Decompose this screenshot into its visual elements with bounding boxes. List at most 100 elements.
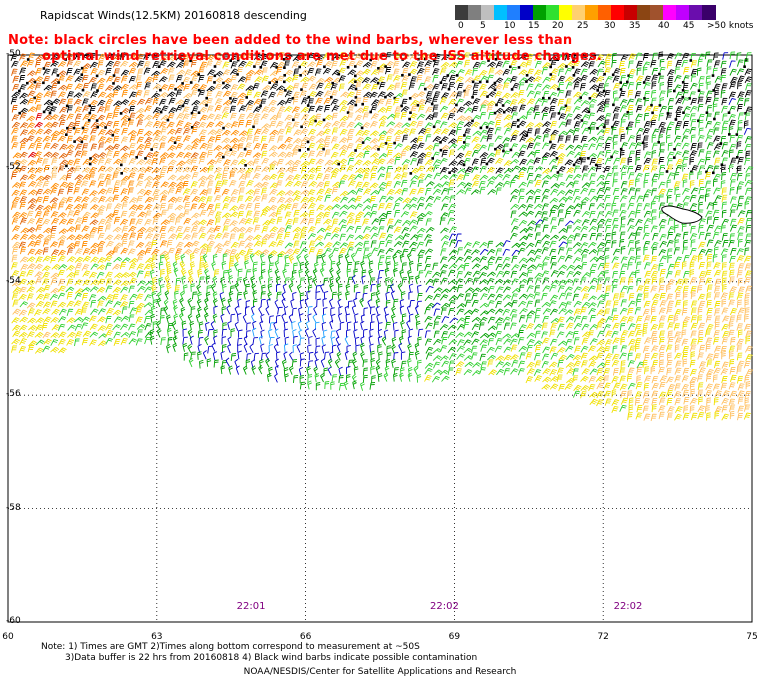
wind-barb xyxy=(706,368,714,376)
wind-barb xyxy=(261,166,270,173)
wind-barb xyxy=(558,340,568,346)
wind-barb xyxy=(106,53,114,60)
wind-barb xyxy=(674,224,679,233)
wind-barb xyxy=(447,331,456,339)
wind-barb xyxy=(386,352,392,361)
wind-barb xyxy=(332,54,342,61)
wind-barb xyxy=(589,84,599,91)
wind-barb xyxy=(596,151,605,159)
wind-barb xyxy=(611,376,619,384)
wind-barb xyxy=(315,138,325,144)
wind-barb xyxy=(464,187,472,195)
wind-barb xyxy=(156,297,162,307)
wind-barb xyxy=(720,89,726,99)
wind-barb xyxy=(417,98,426,106)
wind-barb xyxy=(346,225,355,233)
contamination-marker xyxy=(95,74,99,78)
wind-barb xyxy=(42,196,50,204)
wind-barb xyxy=(207,209,215,217)
wind-barb xyxy=(275,233,283,241)
wind-barb xyxy=(666,397,673,406)
wind-barb xyxy=(314,68,322,76)
wind-barb xyxy=(416,212,426,219)
wind-barb xyxy=(90,279,100,286)
wind-barb xyxy=(347,197,357,204)
wind-barb xyxy=(18,159,28,165)
footnote-line-1: Note: 1) Times are GMT 2)Times along bot… xyxy=(41,642,420,652)
wind-barb xyxy=(330,260,336,270)
wind-barb xyxy=(604,239,612,248)
wind-barb xyxy=(651,67,659,76)
wind-barb xyxy=(690,119,697,127)
contamination-marker xyxy=(189,59,192,63)
wind-barb xyxy=(214,114,222,121)
wind-barb xyxy=(509,179,516,188)
wind-barb xyxy=(611,52,617,61)
contamination-marker xyxy=(556,171,560,174)
wind-barb xyxy=(34,96,42,105)
wind-barb xyxy=(50,152,60,159)
wind-barb xyxy=(526,277,534,285)
wind-barb xyxy=(175,181,185,188)
wind-barb xyxy=(456,345,465,352)
contamination-marker xyxy=(190,126,194,129)
wind-barb xyxy=(41,278,50,286)
wind-barb xyxy=(737,232,744,241)
wind-barb xyxy=(58,153,68,159)
wind-barb xyxy=(369,343,374,353)
wind-barb xyxy=(222,100,232,106)
wind-barb xyxy=(402,53,411,60)
wind-barb xyxy=(42,239,50,247)
wind-barb xyxy=(549,105,556,114)
wind-barb xyxy=(416,300,422,309)
wind-barb xyxy=(744,307,750,316)
wind-barb xyxy=(42,180,50,188)
wind-barb xyxy=(658,344,666,353)
wind-barb xyxy=(518,300,527,308)
wind-barb xyxy=(533,76,542,83)
wind-barb xyxy=(541,234,551,241)
wind-barb xyxy=(736,255,745,263)
wind-barb xyxy=(320,372,325,383)
wind-barb xyxy=(579,83,586,91)
wind-barb xyxy=(35,196,43,204)
wind-barb xyxy=(370,77,379,83)
wind-barb xyxy=(651,375,659,384)
wind-barb xyxy=(175,225,184,233)
wind-barb xyxy=(252,217,260,225)
contamination-marker xyxy=(229,97,232,100)
wind-barb xyxy=(696,67,702,76)
wind-barb xyxy=(456,293,465,300)
wind-barb xyxy=(261,234,271,240)
wind-barb xyxy=(152,321,158,330)
wind-barb xyxy=(596,382,605,390)
wind-barb xyxy=(207,240,215,248)
wind-barb xyxy=(120,323,129,331)
wind-barb xyxy=(204,312,209,323)
wind-barb xyxy=(307,189,316,197)
wind-barb xyxy=(511,165,521,172)
wind-barb xyxy=(526,300,533,308)
wind-barb xyxy=(222,322,227,331)
wind-barb xyxy=(394,135,401,144)
wind-barb xyxy=(250,305,256,315)
contamination-marker xyxy=(166,118,170,122)
wind-barb xyxy=(401,89,408,97)
wind-barb xyxy=(105,179,112,187)
wind-barb xyxy=(580,157,587,165)
wind-barb xyxy=(658,397,666,405)
wind-barb xyxy=(612,270,618,279)
wind-barb xyxy=(635,210,641,218)
wind-barb xyxy=(730,337,736,345)
wind-barb xyxy=(596,255,605,263)
wind-barb xyxy=(385,202,393,210)
wind-barb xyxy=(12,196,21,204)
wind-barb xyxy=(573,77,582,83)
wind-barb xyxy=(565,362,575,368)
wind-barb xyxy=(394,122,403,129)
wind-barb xyxy=(605,316,613,324)
wind-barb xyxy=(112,60,121,68)
wind-barb xyxy=(220,313,225,323)
wind-barb xyxy=(339,105,348,113)
contamination-marker xyxy=(408,97,412,100)
